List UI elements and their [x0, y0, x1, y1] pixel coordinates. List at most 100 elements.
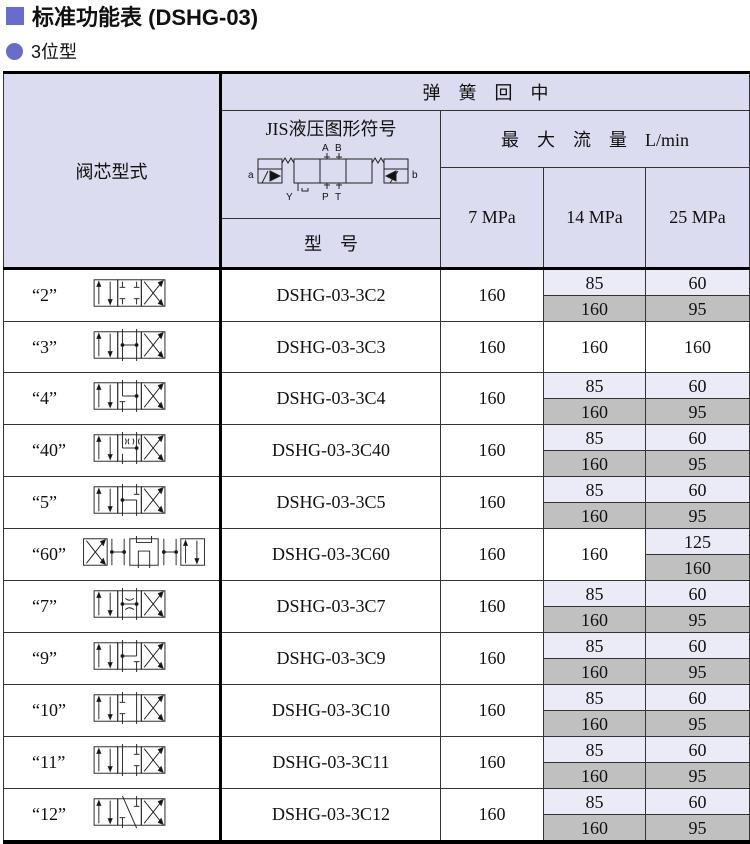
model-cell: DSHG-03-3C3 [220, 321, 441, 373]
flow-7mpa: 160 [440, 268, 544, 322]
flow-25mpa: 60 95 [645, 424, 750, 477]
flow-14mpa-top: 85 [544, 685, 645, 710]
spool-diag-icon [91, 795, 169, 834]
flow-25mpa-top: 60 [646, 737, 749, 762]
flow-25mpa-bottom: 95 [646, 658, 749, 684]
flow-14mpa: 85 160 [543, 372, 646, 425]
jis-symbol-header: JIS液压图形符号 a b A B Y P T [220, 110, 441, 219]
flow-14mpa-bottom: 160 [544, 295, 645, 321]
flow-25mpa-top: 125 [646, 529, 749, 554]
flow-14mpa: 85 160 [543, 424, 646, 477]
spool-cell: “60” [3, 528, 222, 581]
spool-label: “10” [32, 700, 66, 720]
subtitle-text: 3位型 [31, 42, 78, 62]
flow-7mpa: 160 [440, 580, 544, 633]
flow-14mpa: 85 160 [543, 736, 646, 789]
spool-cell: “40” [3, 424, 222, 477]
spool-b-open-icon [91, 743, 169, 782]
flow-25mpa: 60 95 [645, 736, 750, 789]
table-row: “12” DSHG-03-3C12 160 85 160 60 95 [3, 788, 750, 844]
port-a-label: a [248, 170, 254, 181]
port-B-label: B [335, 143, 342, 154]
spool-cell: “12” [3, 788, 222, 844]
flow-25mpa-bottom: 95 [646, 450, 749, 476]
spring-center-header: 弹 簧 回 中 [220, 71, 750, 111]
spool-throttle-icon [91, 587, 169, 626]
flow-14mpa-bottom: 160 [544, 450, 645, 476]
flow-25mpa-bottom: 95 [646, 762, 749, 788]
valve-symbol-diagram: a b A B Y P T [248, 143, 418, 203]
flow-25mpa: 60 95 [645, 684, 750, 737]
spool-orifice-icon [91, 431, 169, 470]
port-b-label: b [412, 170, 418, 181]
flow-14mpa-bottom: 160 [544, 502, 645, 528]
flow-25mpa: 125 160 [645, 528, 750, 581]
flow-25mpa-bottom: 95 [646, 710, 749, 736]
flow-25mpa: 60 95 [645, 632, 750, 685]
section-subtitle: 3位型 [6, 38, 77, 64]
port-A-label: A [322, 143, 329, 154]
flow-25mpa-bottom: 95 [646, 398, 749, 424]
spool-type-header: 阀芯型式 [3, 71, 222, 270]
flow-14mpa: 85 160 [543, 684, 646, 737]
table-row: “10” DSHG-03-3C10 160 85 160 60 95 [3, 684, 750, 737]
jis-symbol-label: JIS液压图形符号 [265, 119, 397, 139]
model-cell: DSHG-03-3C5 [220, 476, 441, 529]
spool-label: “40” [32, 440, 66, 460]
flow-14mpa: 85 160 [543, 632, 646, 685]
spool-label: “11” [32, 752, 66, 772]
flow-25mpa-top: 60 [646, 789, 749, 814]
spool-five-position-icon [79, 535, 209, 574]
spool-label: “3” [32, 336, 57, 357]
port-P-label: P [322, 192, 329, 203]
flow-14mpa-bottom: 160 [544, 398, 645, 424]
spool-label: “5” [32, 492, 57, 512]
spool-a-open-icon [91, 691, 169, 730]
spool-cell: “10” [3, 684, 222, 737]
table-row: “5” DSHG-03-3C5 160 85 160 60 95 [3, 476, 750, 529]
flow-14mpa-top: 85 [544, 373, 645, 398]
model-cell: DSHG-03-3C12 [220, 788, 441, 844]
flow-14mpa-top: 85 [544, 789, 645, 814]
flow-7mpa: 160 [440, 476, 544, 529]
flow-14mpa-bottom: 160 [544, 710, 645, 736]
spool-label: “9” [32, 648, 57, 668]
table-row: “40” DSHG-03-3C40 160 85 160 60 95 [3, 424, 750, 477]
spool-closed-icon [91, 276, 169, 315]
flow-14mpa-top: 85 [544, 477, 645, 502]
flow-14mpa-bottom: 160 [544, 658, 645, 684]
pressure-14-header: 14 MPa [543, 167, 646, 270]
spool-cell: “4” [3, 372, 222, 425]
table-row: “3” DSHG-03-3C3 160 160 160 [3, 321, 750, 373]
flow-14mpa-top: 85 [544, 737, 645, 762]
flow-25mpa: 60 95 [645, 788, 750, 844]
port-Y-label: Y [286, 192, 293, 203]
flow-14mpa-bottom: 160 [544, 762, 645, 788]
spool-cell: “2” [3, 268, 222, 322]
model-cell: DSHG-03-3C40 [220, 424, 441, 477]
flow-25mpa-bottom: 160 [646, 554, 749, 580]
flow-7mpa: 160 [440, 321, 544, 373]
spool-label: “2” [32, 285, 57, 305]
spool-cell: “11” [3, 736, 222, 789]
table-row: “11” DSHG-03-3C11 160 85 160 60 95 [3, 736, 750, 789]
spool-label: “12” [32, 804, 66, 824]
flow-14mpa-bottom: 160 [544, 606, 645, 632]
flow-14mpa-top: 85 [544, 633, 645, 658]
spool-label: “4” [32, 388, 57, 408]
flow-14mpa: 85 160 [543, 580, 646, 633]
flow-7mpa: 160 [440, 736, 544, 789]
model-cell: DSHG-03-3C7 [220, 580, 441, 633]
flow-14mpa-top: 85 [544, 425, 645, 450]
table-row: “9” DSHG-03-3C9 160 85 160 60 95 [3, 632, 750, 685]
port-T-label: T [335, 192, 341, 203]
table-row: “7” DSHG-03-3C7 160 85 160 60 95 [3, 580, 750, 633]
spool-pa-icon [91, 483, 169, 522]
spool-cell: “5” [3, 476, 222, 529]
flow-25mpa-top: 60 [646, 633, 749, 658]
flow-14mpa-top: 85 [544, 270, 645, 295]
model-cell: DSHG-03-3C10 [220, 684, 441, 737]
model-cell: DSHG-03-3C11 [220, 736, 441, 789]
flow-25mpa-top: 60 [646, 373, 749, 398]
flow-14mpa-bottom: 160 [544, 814, 645, 840]
